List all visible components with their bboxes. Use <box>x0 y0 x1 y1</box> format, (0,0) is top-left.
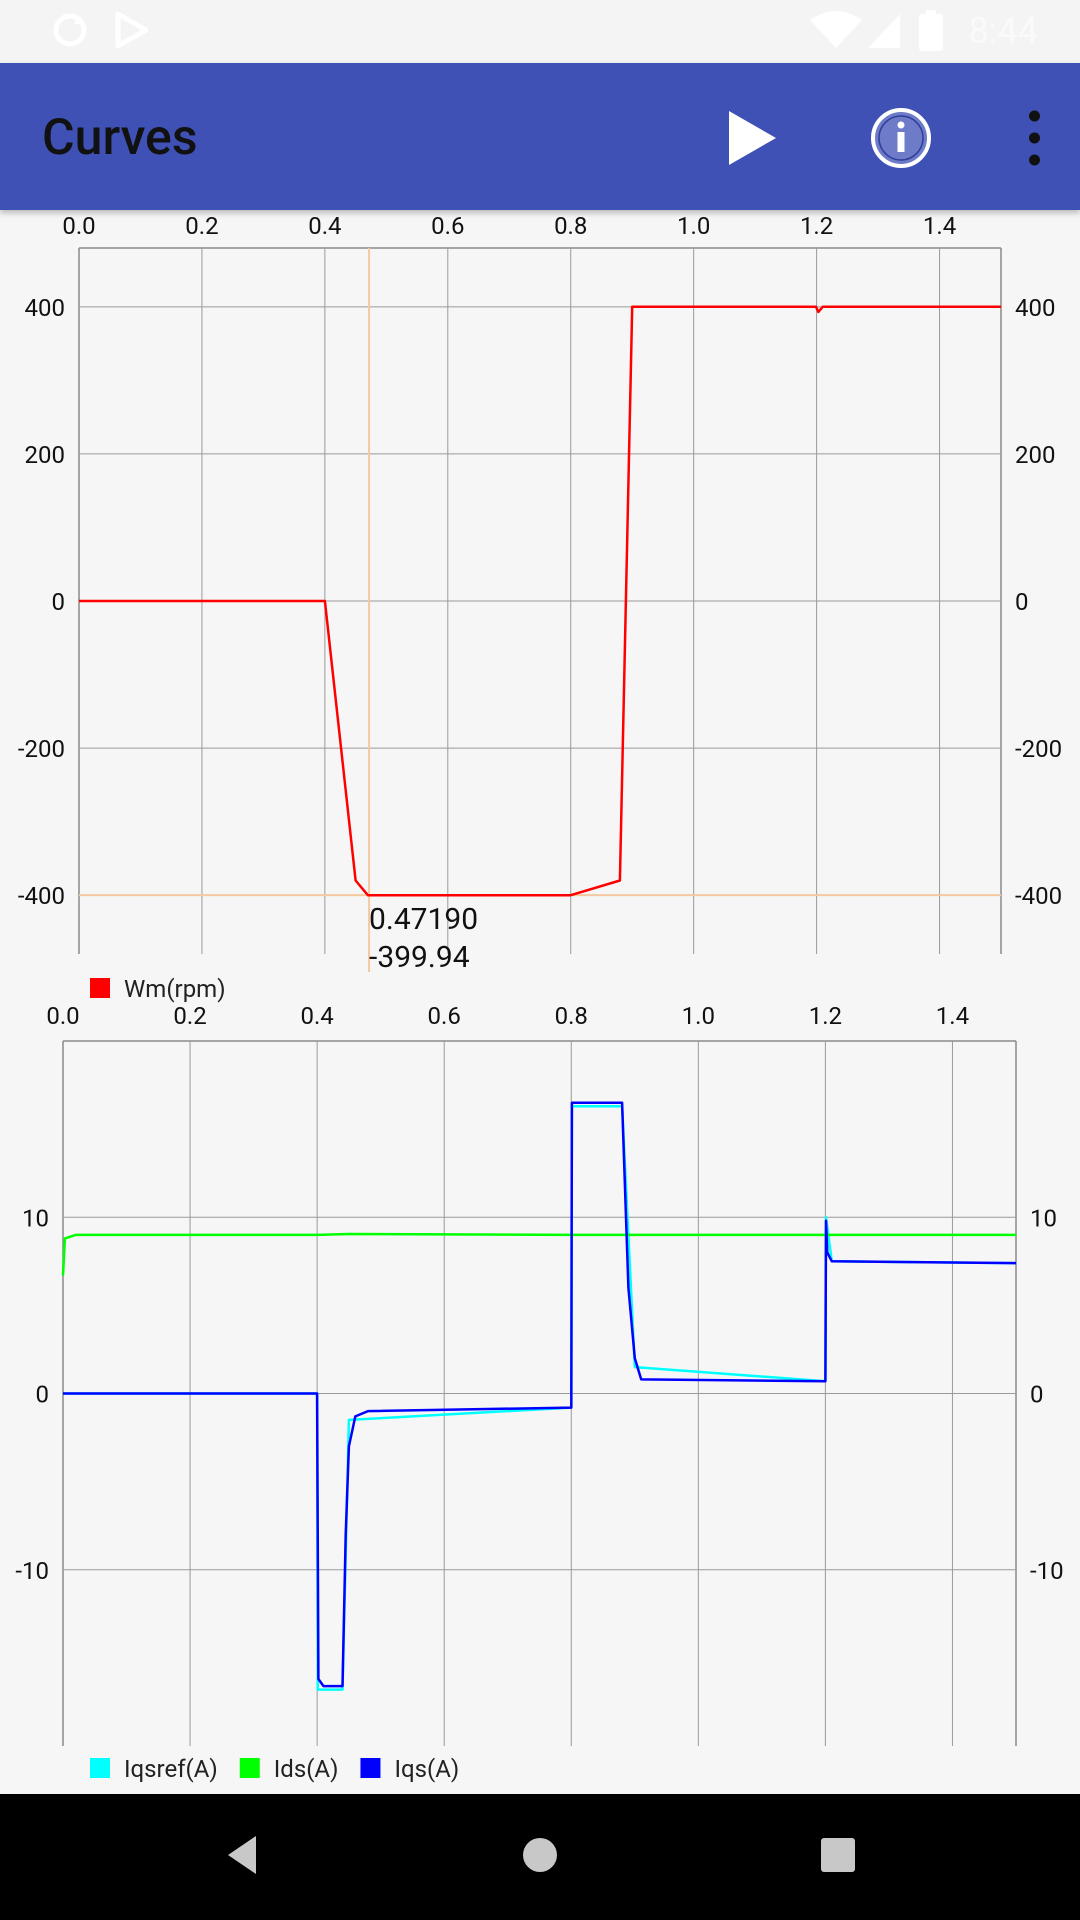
y-tick-label-left: 10 <box>22 1204 49 1232</box>
x-tick-label: 0.0 <box>46 1002 79 1030</box>
y-tick-label-right: 0 <box>1015 588 1029 616</box>
x-tick-label: 1.4 <box>923 212 956 240</box>
y-tick-label-right: 10 <box>1030 1204 1057 1232</box>
y-tick-label-left: 0 <box>52 588 66 616</box>
recents-icon[interactable] <box>818 1830 858 1880</box>
legend-label: Ids(A) <box>274 1755 339 1783</box>
battery-icon <box>919 10 943 51</box>
play-icon[interactable] <box>716 103 786 173</box>
wifi-icon <box>810 11 862 48</box>
play-store-icon <box>115 11 149 49</box>
back-icon[interactable] <box>222 1830 262 1880</box>
legend-label: Iqs(A) <box>394 1755 459 1783</box>
x-tick-label: 0.8 <box>554 212 587 240</box>
overflow-menu-icon[interactable] <box>1000 103 1070 173</box>
cursor-x-readout: 0.47190 <box>369 902 478 937</box>
legend-swatch <box>239 1758 260 1778</box>
current-chart-svg[interactable]: 0.0 0.2 0.4 0.6 0.8 1.0 1.2 1.4 10 10 0 0 -10 -10 Iqsr… <box>0 1000 1080 1794</box>
legend-swatch <box>90 1758 110 1778</box>
clock: 8:44 <box>968 10 1038 52</box>
series-line-iqsref-a <box>63 1104 1017 1691</box>
x-tick-label: 1.0 <box>682 1002 715 1030</box>
legend-label: Iqsref(A) <box>124 1755 218 1783</box>
legend-label: Wm(rpm) <box>124 975 226 1003</box>
y-tick-label-right: -400 <box>1015 882 1062 910</box>
x-tick-label: 0.2 <box>185 212 218 240</box>
y-tick-label-right: 400 <box>1015 294 1055 322</box>
series-line-wm-rpm <box>79 305 1001 897</box>
status-bar: 8:44 <box>0 0 1080 63</box>
y-tick-label-right: -10 <box>1030 1557 1064 1585</box>
x-tick-label: 0.2 <box>173 1002 206 1030</box>
series-line-ids-a <box>61 1232 1016 1276</box>
y-tick-label-left: -400 <box>18 882 65 910</box>
home-icon[interactable] <box>520 1830 560 1880</box>
y-tick-label-right: 0 <box>1030 1381 1044 1409</box>
x-tick-label: 1.2 <box>809 1002 842 1030</box>
wm-chart[interactable]: 0.0 0.2 0.4 0.6 0.8 1.0 1.2 1.4 400 400 200 200 0 0 -2… <box>0 210 1080 1010</box>
y-tick-label-left: 200 <box>25 441 65 469</box>
y-tick-label-left: -10 <box>15 1557 49 1585</box>
app-title: Curves <box>42 109 198 167</box>
legend-swatch <box>90 978 110 998</box>
current-chart[interactable]: 0.0 0.2 0.4 0.6 0.8 1.0 1.2 1.4 10 10 0 0 -10 -10 Iqsr… <box>0 1000 1080 1794</box>
navigation-bar <box>0 1794 1080 1920</box>
y-tick-label-right: 200 <box>1015 441 1055 469</box>
app-bar: Curves <box>0 63 1080 210</box>
x-tick-label: 0.4 <box>300 1002 333 1030</box>
wm-chart-svg[interactable]: 0.0 0.2 0.4 0.6 0.8 1.0 1.2 1.4 400 400 200 200 0 0 -2… <box>0 210 1080 1010</box>
y-tick-label-left: -200 <box>18 735 65 763</box>
x-tick-label: 0.6 <box>431 212 464 240</box>
x-tick-label: 0.0 <box>62 212 95 240</box>
x-tick-label: 0.4 <box>308 212 341 240</box>
cursor-y-readout: -399.94 <box>369 940 470 975</box>
x-tick-label: 0.8 <box>555 1002 588 1030</box>
info-icon[interactable] <box>866 103 936 173</box>
x-tick-label: 1.4 <box>936 1002 969 1030</box>
sync-icon <box>53 13 87 47</box>
y-tick-label-left: 0 <box>36 1381 50 1409</box>
y-tick-label-left: 400 <box>25 294 65 322</box>
x-tick-label: 1.0 <box>677 212 710 240</box>
series-line-iqs-a <box>63 1101 1017 1688</box>
x-tick-label: 0.6 <box>428 1002 461 1030</box>
signal-icon <box>868 14 900 48</box>
legend-swatch <box>360 1758 381 1778</box>
x-tick-label: 1.2 <box>800 212 833 240</box>
y-tick-label-right: -200 <box>1015 735 1062 763</box>
